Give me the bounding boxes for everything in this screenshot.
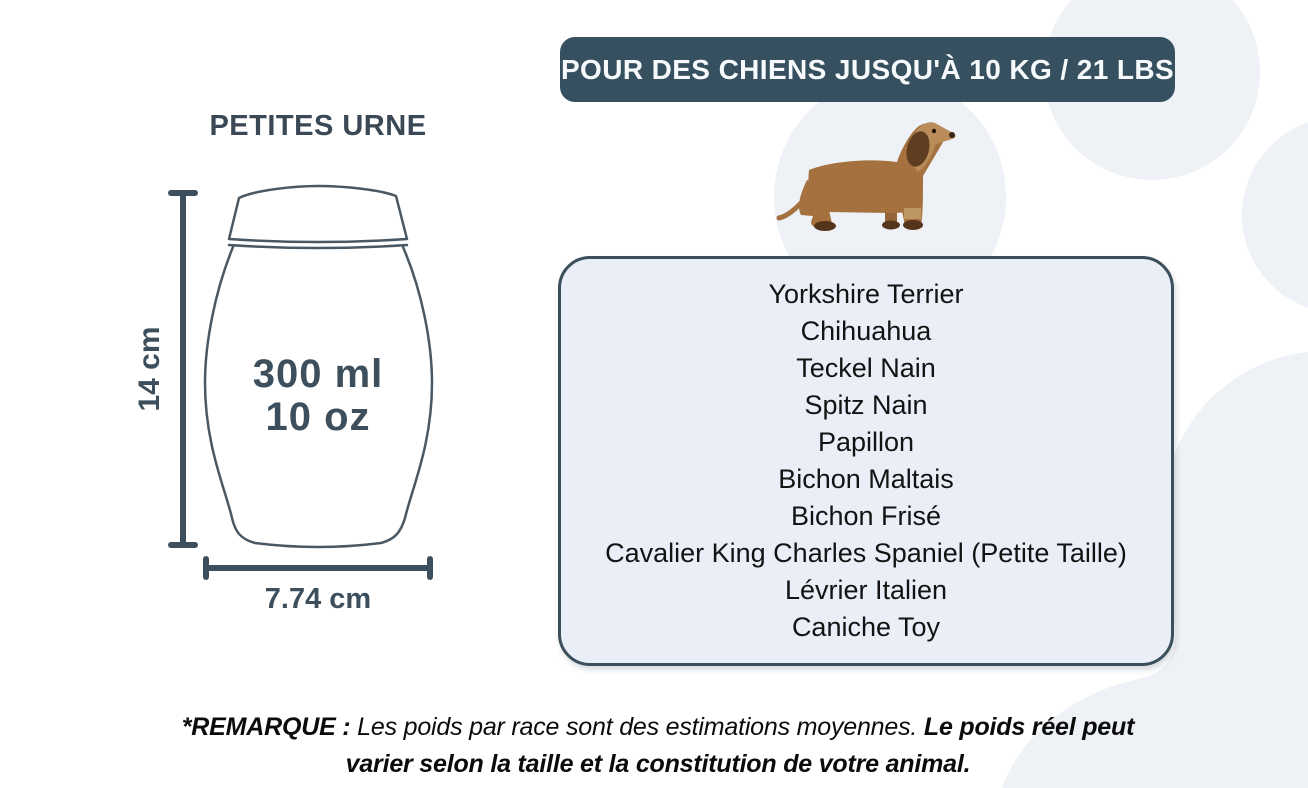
breed-item: Spitz Nain — [804, 390, 928, 420]
footnote-body: Les poids par race sont des estimations … — [350, 713, 924, 741]
breed-item: Cavalier King Charles Spaniel (Petite Ta… — [605, 538, 1127, 568]
urn-volume-label: 300 ml 10 oz — [208, 353, 428, 439]
dimension-stem — [180, 190, 186, 548]
dachshund-dog-icon — [776, 122, 956, 231]
breed-item: Caniche Toy — [791, 612, 941, 642]
breed-item: Chihuahua — [800, 316, 932, 346]
footnote-prefix: *REMARQUE : — [181, 713, 351, 741]
urn-size-title: PETITES URNE — [209, 110, 427, 142]
urn-volume-oz: 10 oz — [265, 395, 371, 439]
weight-limit-badge-label: POUR DES CHIENS JUSQU'À 10 KG / 21 LBS — [560, 53, 1175, 85]
footnote-emphasis: Le poids réel peut varier selon la taill… — [345, 713, 1135, 778]
breeds-list: Yorkshire Terrier Chihuahua Teckel Nain Spi… — [605, 276, 1127, 646]
dimension-stem — [203, 565, 433, 571]
width-dimension-line — [203, 556, 433, 580]
breed-item: Papillon — [817, 427, 915, 457]
weight-limit-badge: POUR DES CHIENS JUSQU'À 10 KG / 21 LBS — [560, 37, 1175, 102]
height-dimension-line — [168, 190, 198, 548]
dimension-cap — [427, 556, 433, 580]
breed-item: Lévrier Italien — [784, 575, 948, 605]
urn-volume-ml: 300 ml — [252, 352, 384, 396]
urn-height-label: 14 cm — [133, 326, 166, 412]
urn-diameter-label: 7.74 cm — [264, 583, 372, 615]
breed-item: Bichon Frisé — [790, 501, 942, 531]
footnote: *REMARQUE : Les poids par race sont des … — [174, 709, 1142, 783]
urn-outline-icon — [203, 184, 434, 549]
breed-item: Teckel Nain — [796, 353, 936, 383]
breeds-list-box: Yorkshire Terrier Chihuahua Teckel Nain Spi… — [558, 256, 1174, 666]
breed-item: Bichon Maltais — [778, 464, 954, 494]
breed-item: Yorkshire Terrier — [768, 279, 964, 309]
dimension-cap — [168, 542, 198, 548]
